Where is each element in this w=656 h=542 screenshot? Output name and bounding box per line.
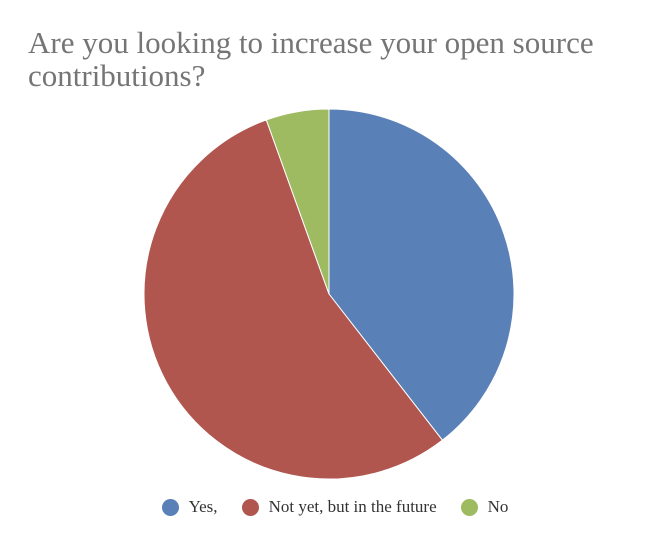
pie-slice-2 <box>143 119 444 480</box>
legend-item-1: Yes, <box>161 497 218 517</box>
legend-item-3: No <box>460 497 509 517</box>
pie-slices <box>143 108 515 480</box>
legend-swatch-icon <box>241 498 259 516</box>
legend-label: No <box>487 497 509 516</box>
legend-label: Yes, <box>188 497 218 516</box>
chart-title: Are you looking to increase your open so… <box>28 25 594 93</box>
legend-swatch-icon <box>460 498 478 516</box>
chart-legend: Yes, Not yet, but in the future No <box>0 494 656 520</box>
pie-slice-1 <box>328 108 515 441</box>
legend-item-2: Not yet, but in the future <box>241 497 437 517</box>
legend-label: Not yet, but in the future <box>268 497 437 516</box>
pie-slice-3 <box>265 108 330 295</box>
legend-swatch-icon <box>161 498 179 516</box>
